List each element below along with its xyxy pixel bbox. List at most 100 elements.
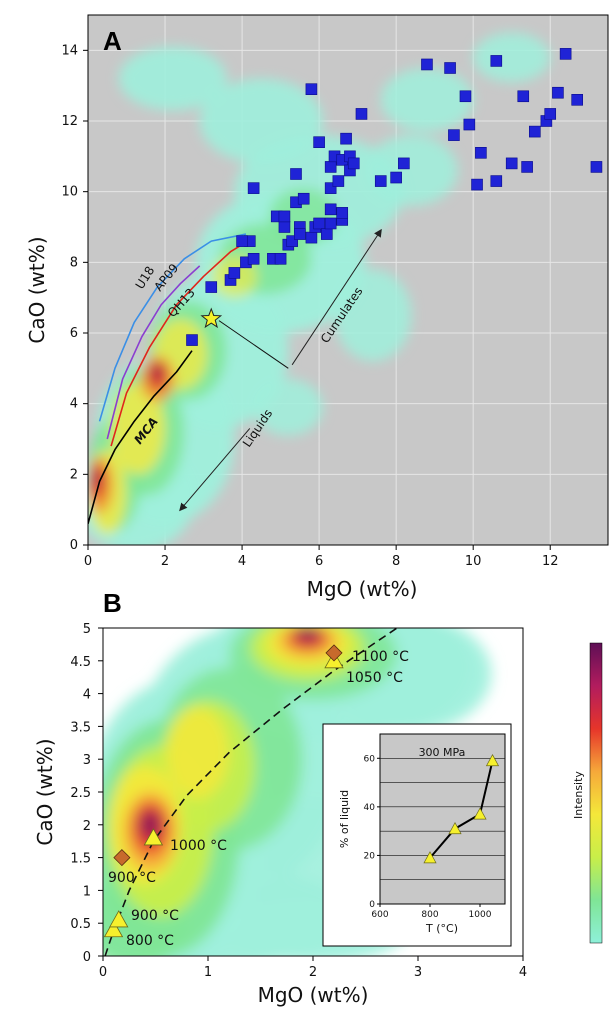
x-tick-label: 0 bbox=[84, 554, 92, 569]
plot-b-data-points bbox=[103, 644, 344, 938]
inset-chart: 600 800 1000 0 20 40 60 300 MPa T (°C) % of li… bbox=[322, 723, 512, 947]
temp-label-1000: 1000 °C bbox=[170, 838, 227, 854]
y-tick-label: 4 bbox=[70, 397, 78, 412]
data-point-square bbox=[294, 228, 306, 240]
data-point-square bbox=[278, 210, 291, 223]
density-blob bbox=[473, 32, 551, 83]
data-point-square bbox=[186, 334, 198, 346]
data-point-square bbox=[290, 168, 302, 180]
y-tick-label: 14 bbox=[61, 43, 78, 58]
density-blob bbox=[295, 628, 321, 643]
data-point-triangle bbox=[143, 828, 164, 846]
density-blob bbox=[118, 46, 227, 111]
data-point-square bbox=[517, 90, 530, 103]
colorbar bbox=[589, 642, 603, 944]
data-point-square bbox=[297, 192, 310, 205]
panel-b: 0 1 2 3 400.511.522.533.544.55 B 1100 °C 105… bbox=[33, 588, 603, 1007]
data-point-square bbox=[228, 267, 241, 279]
y-tick-label: 0 bbox=[83, 950, 91, 965]
data-point-square bbox=[448, 129, 460, 141]
panel-a-letter: A bbox=[103, 26, 122, 56]
arrow-liquids bbox=[179, 428, 251, 512]
inset-title: 300 MPa bbox=[419, 746, 466, 759]
x-tick-label: 10 bbox=[465, 554, 482, 569]
data-point-diamond bbox=[113, 849, 131, 867]
density-blob bbox=[166, 706, 229, 799]
y-tick-label: 1.5 bbox=[70, 852, 91, 867]
data-point-square bbox=[475, 147, 487, 159]
inset-line bbox=[423, 753, 500, 864]
data-point-square bbox=[421, 58, 433, 71]
data-point-square bbox=[336, 207, 349, 219]
temp-label-1050: 1050 °C bbox=[346, 670, 403, 686]
density-blob bbox=[365, 135, 458, 206]
data-point-square bbox=[324, 182, 337, 194]
y-tick-label: 3 bbox=[83, 753, 91, 768]
data-point-square bbox=[313, 217, 325, 230]
panel-b-letter: B bbox=[103, 588, 122, 618]
x-tick-label: 12 bbox=[542, 554, 559, 569]
data-point-square bbox=[286, 235, 298, 247]
inset-series-line bbox=[429, 760, 494, 859]
y-tick-label: 4.5 bbox=[70, 655, 91, 670]
data-point-square bbox=[274, 253, 287, 265]
inset-y-tick-label: 40 bbox=[364, 803, 376, 813]
curve-mca bbox=[88, 350, 193, 525]
data-point-square bbox=[247, 182, 260, 194]
data-point-square bbox=[471, 178, 483, 191]
data-point-square bbox=[313, 136, 325, 148]
plot-b-ticks: 0 1 2 3 400.511.522.533.544.55 bbox=[70, 622, 527, 980]
x-tick-label: 0 bbox=[99, 965, 107, 980]
plot-a-ticks: 0 2 4 6 8 10 12 0 2 4 6 8 10 12 14 bbox=[61, 43, 558, 569]
data-point-square bbox=[340, 132, 352, 145]
x-tick-label: 1 bbox=[204, 965, 212, 980]
data-point-star bbox=[200, 307, 223, 329]
data-point-square bbox=[398, 157, 410, 170]
data-point-square bbox=[390, 171, 402, 184]
inset-point-triangle bbox=[473, 807, 487, 820]
data-point-square bbox=[236, 235, 248, 247]
inset-x-axis-label: T (°C) bbox=[425, 922, 458, 935]
y-tick-label: 2 bbox=[70, 467, 78, 482]
data-point-square bbox=[205, 281, 218, 293]
inset-point-triangle bbox=[448, 821, 462, 835]
y-tick-label: 8 bbox=[70, 255, 78, 270]
y-tick-label: 2 bbox=[83, 819, 91, 834]
data-point-diamond bbox=[325, 644, 343, 662]
data-point-square bbox=[490, 175, 503, 187]
plot-a-model-curves bbox=[88, 233, 255, 525]
inset-ticks: 600 800 1000 0 20 40 60 bbox=[364, 754, 492, 920]
x-tick-label: 6 bbox=[315, 554, 323, 569]
plot-b-frame bbox=[102, 627, 524, 957]
star-connector-line bbox=[218, 320, 289, 369]
inset-x-tick-label: 1000 bbox=[469, 910, 492, 920]
data-point-square bbox=[374, 175, 387, 187]
data-point-square bbox=[305, 83, 318, 95]
data-point-square bbox=[459, 90, 472, 103]
inset-grid bbox=[380, 757, 505, 881]
data-point-square bbox=[571, 94, 583, 106]
data-point-square bbox=[347, 157, 360, 170]
density-blob bbox=[199, 78, 323, 164]
data-point-square bbox=[324, 161, 337, 173]
data-point-square bbox=[324, 203, 337, 216]
temp-label-900-diamond: 900 °C bbox=[108, 870, 156, 886]
x-tick-label: 2 bbox=[309, 965, 317, 980]
inset-y-tick-label: 0 bbox=[369, 900, 375, 910]
colorbar-label: Intensity bbox=[572, 771, 585, 819]
inset-y-tick-label: 60 bbox=[364, 754, 376, 764]
y-tick-label: 4 bbox=[83, 688, 91, 703]
y-tick-label: 6 bbox=[70, 326, 78, 341]
data-point-triangle bbox=[109, 910, 129, 928]
data-point-square bbox=[544, 108, 557, 120]
density-blob bbox=[152, 364, 162, 380]
data-point-triangle bbox=[103, 919, 124, 938]
y-tick-label: 3.5 bbox=[70, 720, 91, 735]
plot-a-y-axis-label: CaO (wt%) bbox=[25, 236, 49, 343]
inset-point-triangle bbox=[485, 753, 500, 767]
data-point-square bbox=[505, 157, 518, 170]
plot-b-x-axis-label: MgO (wt%) bbox=[258, 983, 369, 1007]
density-blob bbox=[334, 269, 412, 362]
